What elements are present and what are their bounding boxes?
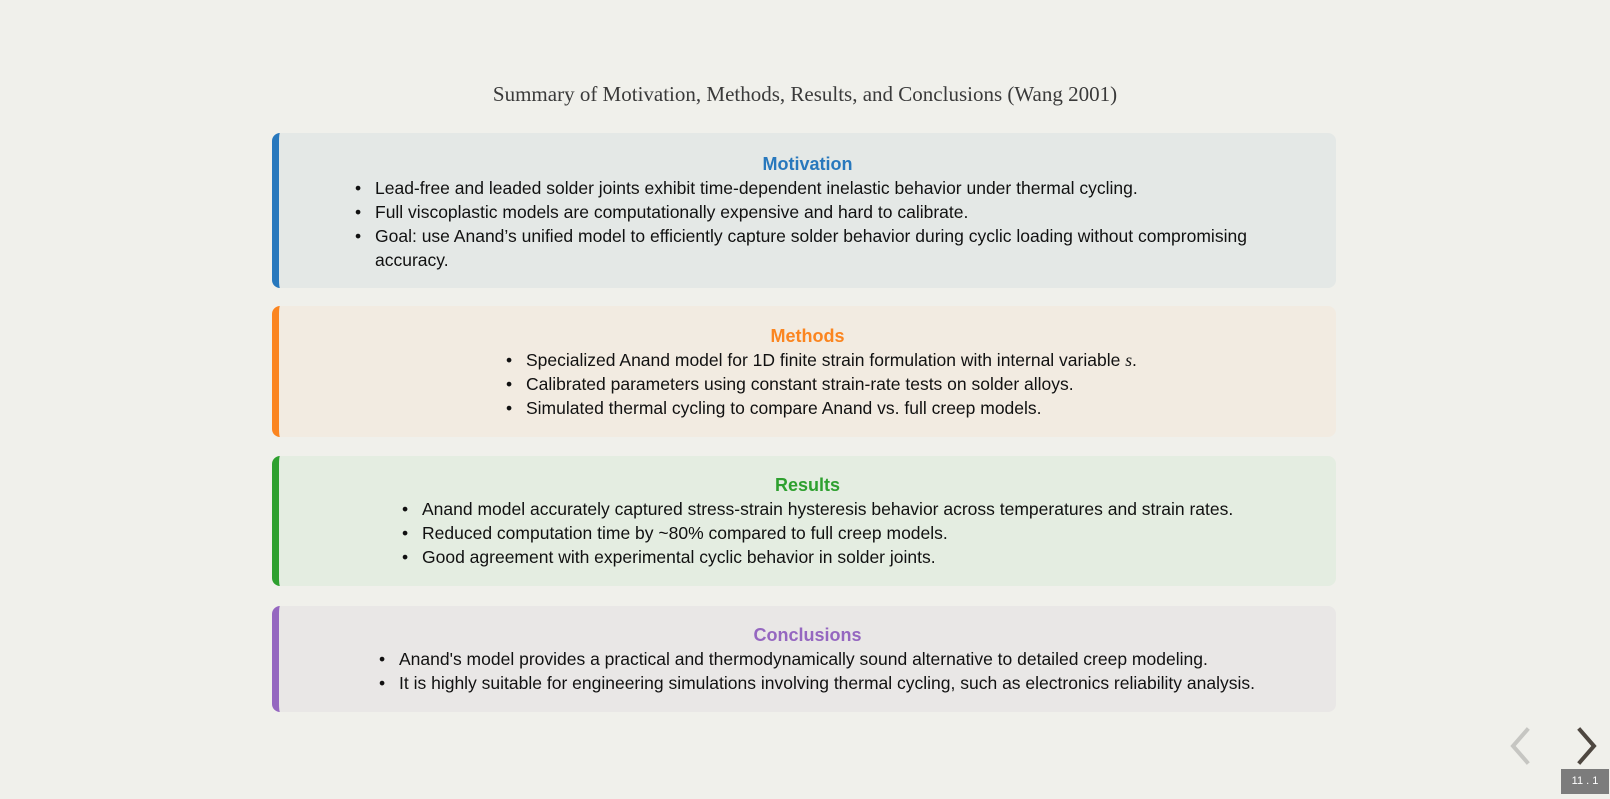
chevron-right-icon	[1577, 727, 1597, 765]
list-item: Simulated thermal cycling to compare Ana…	[506, 396, 1336, 420]
list-item: Anand's model provides a practical and t…	[379, 647, 1336, 671]
methods-list: Specialized Anand model for 1D finite st…	[506, 348, 1336, 420]
conclusions-heading: Conclusions	[753, 625, 862, 645]
chevron-left-icon	[1510, 727, 1530, 765]
methods-heading: Methods	[770, 326, 845, 346]
list-item: Good agreement with experimental cyclic …	[402, 545, 1336, 569]
list-item-end: .	[1132, 350, 1137, 370]
results-list: Anand model accurately captured stress-s…	[402, 497, 1336, 569]
slide-number: 11 . 1	[1561, 769, 1609, 794]
results-heading: Results	[774, 475, 841, 495]
motivation-heading: Motivation	[762, 154, 853, 174]
list-item: Calibrated parameters using constant str…	[506, 372, 1336, 396]
methods-box: Methods Specialized Anand model for 1D f…	[272, 306, 1336, 437]
list-item: Lead-free and leaded solder joints exhib…	[355, 176, 1286, 200]
prev-slide-button[interactable]	[1505, 724, 1535, 768]
list-item: Goal: use Anand’s unified model to effic…	[355, 224, 1286, 272]
motivation-box: Motivation Lead-free and leaded solder j…	[272, 133, 1336, 288]
conclusions-list: Anand's model provides a practical and t…	[379, 647, 1336, 695]
list-item: Full viscoplastic models are computation…	[355, 200, 1286, 224]
list-item: Reduced computation time by ~80% compare…	[402, 521, 1336, 545]
results-box: Results Anand model accurately captured …	[272, 456, 1336, 586]
internal-variable: s	[1125, 350, 1133, 370]
conclusions-box: Conclusions Anand's model provides a pra…	[272, 606, 1336, 712]
list-item: Specialized Anand model for 1D finite st…	[506, 348, 1336, 372]
slide-title: Summary of Motivation, Methods, Results,…	[492, 82, 1118, 106]
next-slide-button[interactable]	[1572, 724, 1602, 768]
list-item: It is highly suitable for engineering si…	[379, 671, 1336, 695]
motivation-list: Lead-free and leaded solder joints exhib…	[355, 176, 1286, 272]
list-item-text: Specialized Anand model for 1D finite st…	[526, 350, 1126, 370]
list-item: Anand model accurately captured stress-s…	[402, 497, 1336, 521]
